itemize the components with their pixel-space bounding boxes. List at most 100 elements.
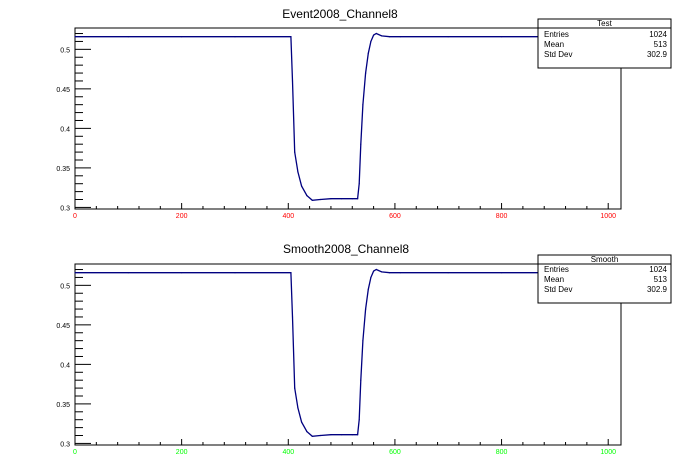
x-tick-label: 800	[496, 449, 508, 456]
chart-panel-top: Event2008_Channel8 0 200 400 600 800 1000 0.3…	[56, 7, 672, 220]
data-series	[74, 32, 622, 201]
stats-entries-label: Entries	[544, 30, 569, 39]
data-point	[306, 195, 308, 197]
data-point	[330, 198, 332, 200]
data-point	[341, 198, 343, 200]
data-point	[360, 379, 362, 381]
axis-ticks	[74, 33, 609, 209]
y-tick-label: 0.3	[60, 205, 70, 212]
data-point	[389, 36, 391, 38]
x-tick-label: 400	[282, 213, 294, 220]
data-point	[381, 271, 383, 273]
data-point	[181, 36, 183, 38]
stats-box-name: Smooth	[591, 255, 619, 264]
stats-stddev-label: Std Dev	[544, 50, 572, 59]
axis-ticks	[74, 269, 609, 445]
x-tick-label: 600	[389, 213, 401, 220]
data-point	[297, 407, 299, 409]
data-point	[351, 434, 353, 436]
data-point	[357, 198, 359, 200]
data-point	[399, 272, 401, 274]
x-tick-label: 200	[176, 449, 188, 456]
data-point	[311, 435, 313, 437]
stats-mean-label: Mean	[544, 40, 564, 49]
data-point	[127, 272, 129, 274]
data-point	[74, 272, 76, 274]
data-point	[375, 268, 377, 271]
stats-entries-value: 1024	[649, 30, 667, 39]
data-point	[351, 198, 353, 200]
stats-mean-label: Mean	[544, 275, 564, 284]
data-point	[501, 36, 503, 38]
data-point	[362, 104, 364, 106]
data-point	[375, 32, 377, 35]
chart-title: Event2008_Channel8	[282, 7, 398, 21]
chart-panel-bottom: Smooth2008_Channel8 0 200 400 600 800 1000 0.…	[56, 242, 672, 456]
x-tick-label: 400	[282, 449, 294, 456]
chart-title: Smooth2008_Channel8	[283, 242, 409, 256]
data-point	[381, 35, 383, 37]
y-tick-label: 0.4	[60, 362, 70, 369]
stats-stddev-value: 302.9	[647, 50, 668, 59]
y-tick-labels: 0.3 0.35 0.4 0.45 0.5	[56, 47, 70, 212]
data-point	[294, 387, 296, 389]
y-tick-label: 0.35	[56, 166, 70, 173]
data-point	[341, 434, 343, 436]
data-point	[311, 199, 313, 201]
data-point	[358, 419, 360, 421]
stats-entries-label: Entries	[544, 265, 569, 274]
plot-frame	[74, 263, 622, 446]
data-point	[447, 36, 449, 38]
x-tick-label: 1000	[600, 449, 616, 456]
stats-box-name: Test	[597, 19, 612, 28]
x-tick-label: 200	[176, 213, 188, 220]
stats-entries-value: 1024	[649, 265, 667, 274]
series-line	[75, 32, 621, 201]
data-point	[306, 431, 308, 433]
data-point	[291, 316, 294, 318]
data-point	[294, 151, 296, 153]
data-point	[127, 36, 129, 38]
data-point	[370, 276, 372, 278]
data-point	[330, 434, 332, 436]
data-point	[360, 143, 362, 145]
stats-mean-value: 513	[654, 40, 668, 49]
stats-stddev-label: Std Dev	[544, 285, 572, 294]
stats-box: Test Entries 1024 Mean 513 Std Dev 302.9	[537, 18, 672, 69]
data-point	[319, 198, 321, 201]
series-line	[75, 268, 621, 437]
data-point	[367, 52, 369, 54]
stats-box-frame	[537, 254, 672, 304]
data-point	[234, 36, 236, 38]
data-point	[74, 36, 76, 38]
x-tick-label: 1000	[600, 213, 616, 220]
y-tick-label: 0.4	[60, 126, 70, 133]
data-point	[357, 434, 359, 436]
data-point	[373, 34, 375, 36]
x-tick-labels: 0 200 400 600 800 1000	[73, 449, 616, 456]
x-tick-label: 600	[389, 449, 401, 456]
data-point	[319, 434, 321, 437]
data-point	[181, 272, 183, 274]
data-point	[301, 421, 303, 423]
plot-frame	[74, 27, 622, 210]
x-tick-label: 800	[496, 213, 508, 220]
y-tick-label: 0.3	[60, 441, 70, 448]
data-point	[365, 308, 367, 310]
stats-stddev-value: 302.9	[647, 285, 668, 294]
stats-box: Smooth Entries 1024 Mean 513 Std Dev 302…	[537, 254, 672, 304]
data-point	[367, 288, 369, 290]
data-point	[290, 272, 292, 274]
y-tick-label: 0.5	[60, 283, 70, 290]
stats-box-frame	[537, 18, 672, 69]
x-tick-labels: 0 200 400 600 800 1000	[73, 213, 616, 220]
x-tick-label: 0	[73, 449, 77, 456]
data-point	[301, 185, 303, 187]
data-point	[389, 272, 391, 274]
data-point	[362, 340, 364, 342]
data-point	[291, 80, 294, 82]
data-point	[290, 36, 292, 38]
data-point	[234, 272, 236, 274]
